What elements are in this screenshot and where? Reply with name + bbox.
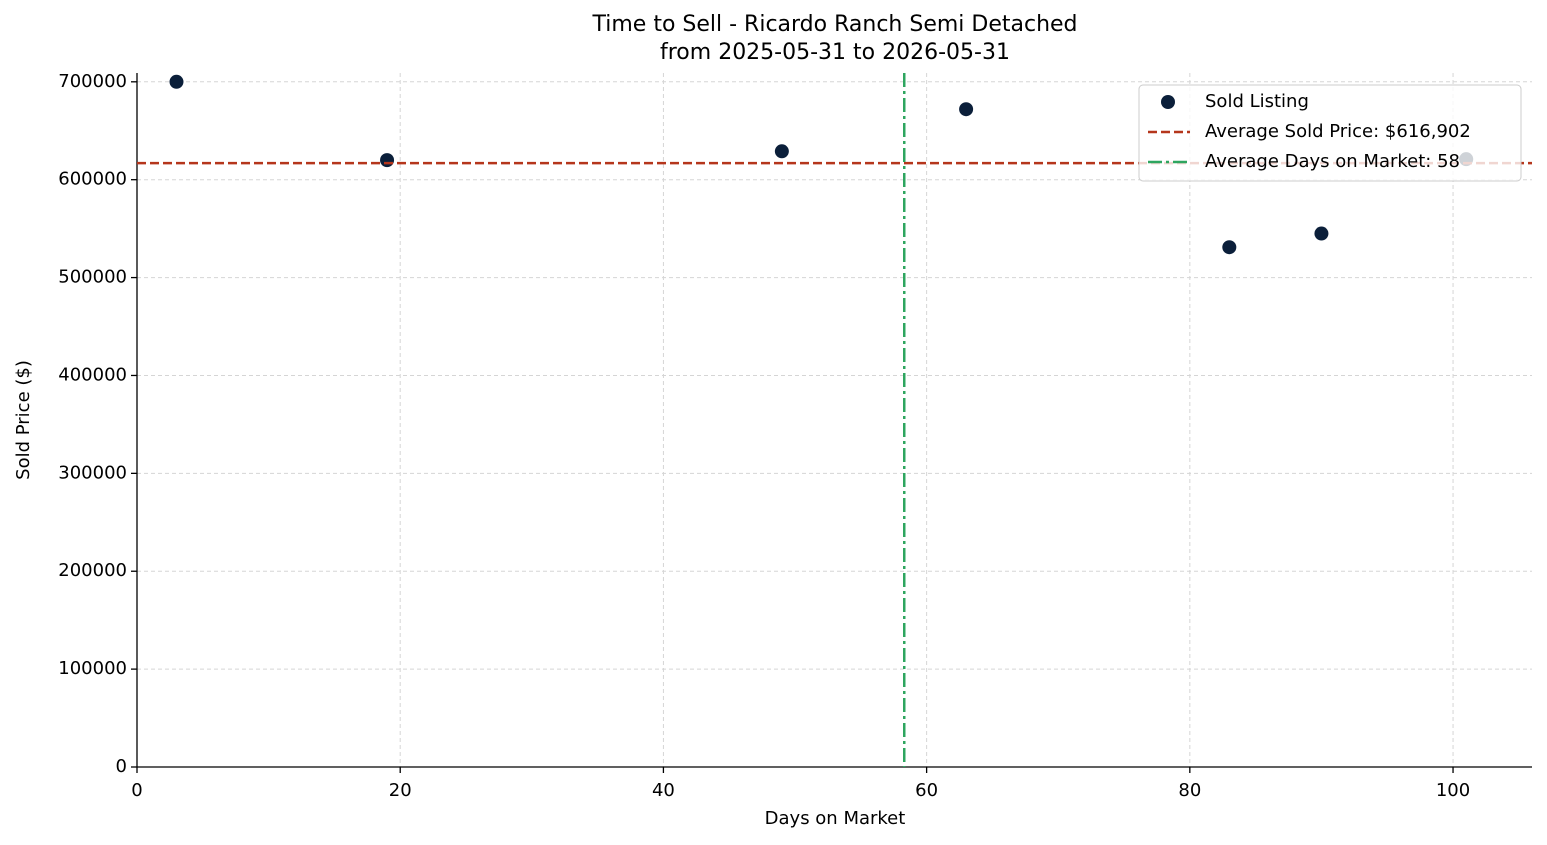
point [380,153,395,168]
x-tick-label: 80 [1178,780,1201,801]
legend-marker [1161,95,1175,109]
point [1222,240,1237,255]
y-tick-label: 400000 [58,364,127,385]
point [774,144,789,159]
y-tick-label: 200000 [58,560,127,581]
chart-subtitle: from 2025-05-31 to 2026-05-31 [660,40,1010,65]
y-tick-label: 600000 [58,169,127,190]
x-tick-label: 20 [389,780,412,801]
point [169,74,184,89]
x-axis-label: Days on Market [765,808,906,829]
point [959,102,974,117]
x-tick-label: 100 [1436,780,1470,801]
y-tick-label: 300000 [58,462,127,483]
x-tick-label: 60 [915,780,938,801]
x-tick-label: 40 [652,780,675,801]
legend-label: Average Sold Price: $616,902 [1205,121,1471,142]
y-tick-label: 700000 [58,71,127,92]
legend-box [1138,84,1522,182]
point [1314,226,1329,241]
chart-title: Time to Sell - Ricardo Ranch Semi Detach… [591,12,1077,37]
y-tick-label: 100000 [58,658,127,679]
legend-label: Sold Listing [1205,91,1309,112]
legend-label: Average Days on Market: 58 [1205,151,1460,172]
y-tick-label: 0 [116,756,127,777]
y-tick-label: 500000 [58,267,127,288]
y-axis-label: Sold Price ($) [13,360,34,480]
legend: Sold Listing Average Sold Price: $616,902… [1138,84,1522,182]
x-tick-label: 0 [131,780,142,801]
